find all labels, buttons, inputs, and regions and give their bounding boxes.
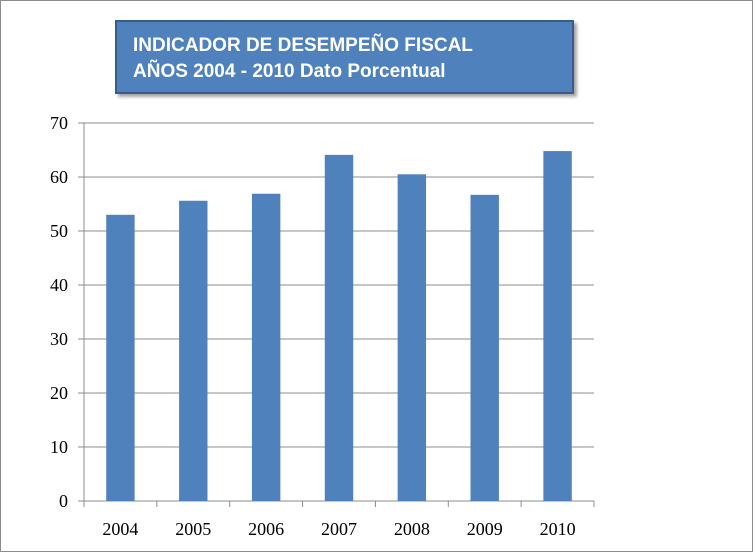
y-tick-label: 50 (50, 221, 68, 241)
x-tick-label: 2005 (175, 519, 211, 539)
x-tick-labels: 2004 2005 2006 2007 2008 2009 2010 (102, 519, 575, 539)
x-tick-label: 2008 (394, 519, 430, 539)
x-tick-label: 2009 (467, 519, 503, 539)
x-tick-label: 2006 (248, 519, 284, 539)
y-tick-label: 70 (50, 113, 68, 133)
x-tick-label: 2007 (321, 519, 357, 539)
bar-2010 (543, 151, 572, 501)
y-tick-label: 20 (50, 383, 68, 403)
bar-2004 (106, 214, 135, 502)
y-tick-label: 10 (50, 437, 68, 457)
bar-2009 (470, 194, 499, 501)
y-tick-label: 0 (59, 491, 68, 511)
y-tick-label: 30 (50, 329, 68, 349)
chart-title: INDICADOR DE DESEMPEÑO FISCAL (133, 35, 473, 56)
chart-subtitle: AÑOS 2004 - 2010 Dato Porcentual (133, 61, 446, 82)
bar-2007 (324, 154, 354, 502)
x-tick-label: 2010 (540, 519, 576, 539)
bar-2005 (179, 200, 208, 501)
bars (106, 151, 572, 502)
y-tick-label: 60 (50, 167, 68, 187)
bar-2006 (251, 193, 281, 502)
y-tick-label: 40 (50, 275, 68, 295)
bar-2008 (397, 174, 427, 502)
x-tick-label: 2004 (102, 519, 138, 539)
y-tick-labels: 0 10 20 30 40 50 60 70 (50, 113, 68, 511)
chart-title-box: INDICADOR DE DESEMPEÑO FISCAL AÑOS 2004 … (115, 20, 574, 94)
